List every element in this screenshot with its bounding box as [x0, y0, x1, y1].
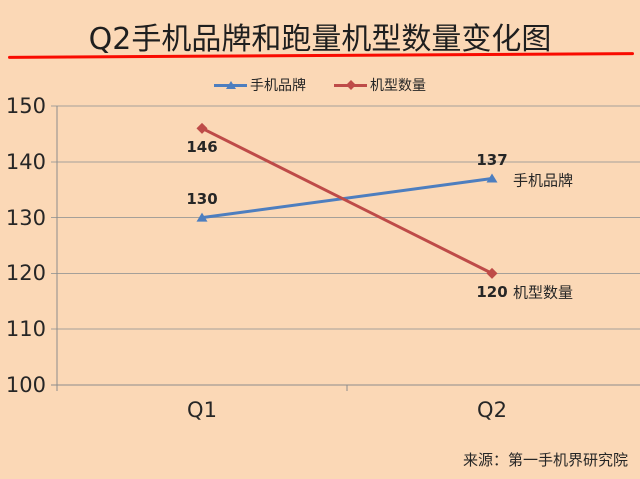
- data-label: 137: [476, 150, 508, 169]
- x-axis-label: Q1: [187, 398, 217, 422]
- triangle-icon: [225, 81, 236, 89]
- triangle-marker-icon: [196, 212, 208, 222]
- y-tick-label: 130: [5, 205, 46, 230]
- series-end-label: 手机品牌: [513, 171, 574, 190]
- triangle-marker-icon: [214, 81, 247, 89]
- legend-item-1: 机型数量: [334, 75, 426, 95]
- source-note: 来源：第一手机界研究院: [462, 451, 628, 469]
- legend-label: 机型数量: [370, 78, 426, 94]
- legend: 手机品牌 机型数量: [0, 76, 640, 94]
- y-tick-label: 100: [5, 373, 46, 397]
- triangle-marker-icon: [486, 173, 498, 183]
- data-label: 120: [476, 283, 508, 302]
- diamond-marker-icon: [196, 122, 208, 134]
- y-tick-label: 110: [5, 317, 46, 342]
- y-tick-label: 150: [5, 94, 46, 118]
- x-axis-label: Q2: [477, 398, 507, 422]
- y-tick-label: 120: [5, 261, 46, 286]
- diamond-marker-icon: [486, 267, 498, 279]
- series-line-0: [200, 177, 494, 220]
- data-label: 146: [186, 138, 218, 157]
- chart-title: Q2手机品牌和跑量机型数量变化图: [88, 22, 552, 57]
- data-label: 130: [186, 189, 218, 208]
- legend-item-0: 手机品牌: [214, 75, 306, 95]
- legend-label: 手机品牌: [250, 78, 306, 94]
- y-tick-label: 140: [5, 149, 46, 174]
- series-end-label: 机型数量: [513, 283, 574, 302]
- series-line-1: [200, 126, 494, 275]
- diamond-marker-icon: [334, 80, 367, 90]
